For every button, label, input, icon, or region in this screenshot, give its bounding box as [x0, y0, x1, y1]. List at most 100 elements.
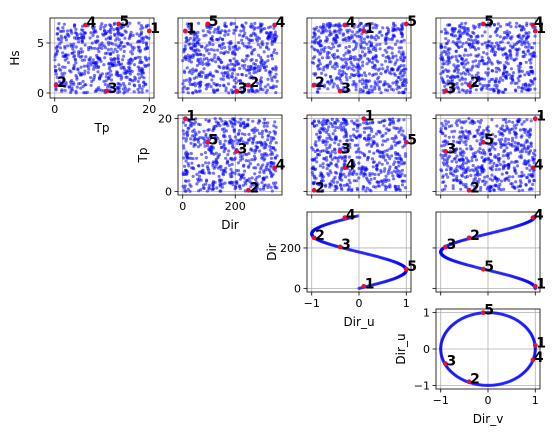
data-point [241, 140, 245, 144]
data-point [244, 141, 248, 145]
data-point [451, 184, 455, 188]
data-point [528, 127, 532, 131]
data-point [249, 22, 253, 26]
data-point [63, 65, 67, 69]
data-point [509, 151, 513, 155]
data-point [242, 169, 247, 173]
data-point [194, 68, 198, 72]
data-point [102, 63, 106, 67]
data-point [477, 47, 481, 51]
data-point [136, 79, 140, 83]
data-point [461, 154, 465, 158]
data-point [91, 58, 95, 62]
data-point [206, 63, 210, 67]
data-point [450, 55, 455, 59]
data-point [468, 168, 472, 172]
data-point [357, 166, 361, 170]
data-point [483, 183, 487, 187]
data-point [109, 41, 113, 45]
data-point [202, 141, 206, 145]
data-point [256, 121, 260, 125]
data-point [455, 123, 459, 127]
data-point [458, 40, 462, 44]
data-point [207, 171, 211, 175]
data-point [131, 33, 135, 38]
data-point [520, 170, 524, 174]
data-point [384, 32, 389, 36]
data-point [201, 62, 205, 66]
data-point [272, 124, 276, 128]
data-point [493, 184, 497, 188]
data-point [487, 148, 491, 152]
data-point [448, 80, 452, 84]
data-point [317, 59, 321, 63]
data-point [139, 24, 143, 28]
data-point [445, 59, 449, 64]
data-point [193, 49, 197, 53]
data-point [196, 140, 201, 144]
data-point [217, 174, 221, 178]
data-point [506, 151, 510, 156]
data-point [209, 58, 213, 62]
data-point [189, 121, 193, 125]
data-point [497, 130, 501, 134]
data-point [220, 71, 224, 75]
data-point [227, 149, 231, 153]
data-point [527, 152, 531, 156]
data-point [221, 74, 226, 78]
data-point [346, 138, 350, 142]
data-point [201, 186, 205, 190]
data-point [501, 133, 505, 137]
data-point [344, 64, 348, 68]
data-point [367, 142, 371, 146]
data-point [132, 63, 137, 67]
data-point [192, 138, 196, 142]
data-point [316, 67, 320, 71]
data-point [461, 182, 465, 187]
data-point [396, 26, 400, 31]
data-point [403, 143, 407, 148]
data-point [487, 71, 491, 75]
data-point [504, 87, 508, 91]
data-point [374, 53, 378, 57]
data-point [461, 42, 465, 46]
data-point [181, 82, 185, 86]
data-point [207, 161, 211, 165]
data-point [115, 49, 119, 54]
data-point [107, 71, 111, 75]
data-point [122, 91, 126, 95]
y-tick-label: −1 [414, 379, 430, 392]
data-point [231, 142, 235, 146]
data-point [328, 185, 332, 189]
data-point [397, 160, 401, 164]
data-point [256, 163, 260, 167]
data-point [191, 166, 195, 170]
data-point [141, 68, 145, 72]
data-point [138, 76, 142, 80]
data-point [269, 70, 273, 74]
data-point [460, 126, 464, 130]
data-point [62, 22, 66, 26]
data-point [182, 47, 186, 51]
data-point [319, 185, 323, 189]
data-point [346, 67, 350, 71]
data-point [104, 23, 108, 27]
data-point [492, 188, 496, 192]
data-point [500, 172, 504, 176]
data-point [140, 87, 144, 91]
data-point [337, 143, 341, 147]
data-point [485, 86, 489, 90]
data-point [221, 182, 225, 186]
data-point [113, 47, 117, 52]
data-point [325, 24, 329, 28]
data-point [197, 130, 201, 134]
data-point [226, 70, 230, 74]
data-point [508, 30, 512, 35]
data-point [403, 55, 407, 60]
data-point [220, 43, 224, 47]
data-point [238, 177, 242, 181]
point-label-4: 4 [346, 158, 356, 174]
data-point [225, 75, 229, 79]
data-point [454, 55, 458, 59]
data-point [212, 187, 216, 191]
